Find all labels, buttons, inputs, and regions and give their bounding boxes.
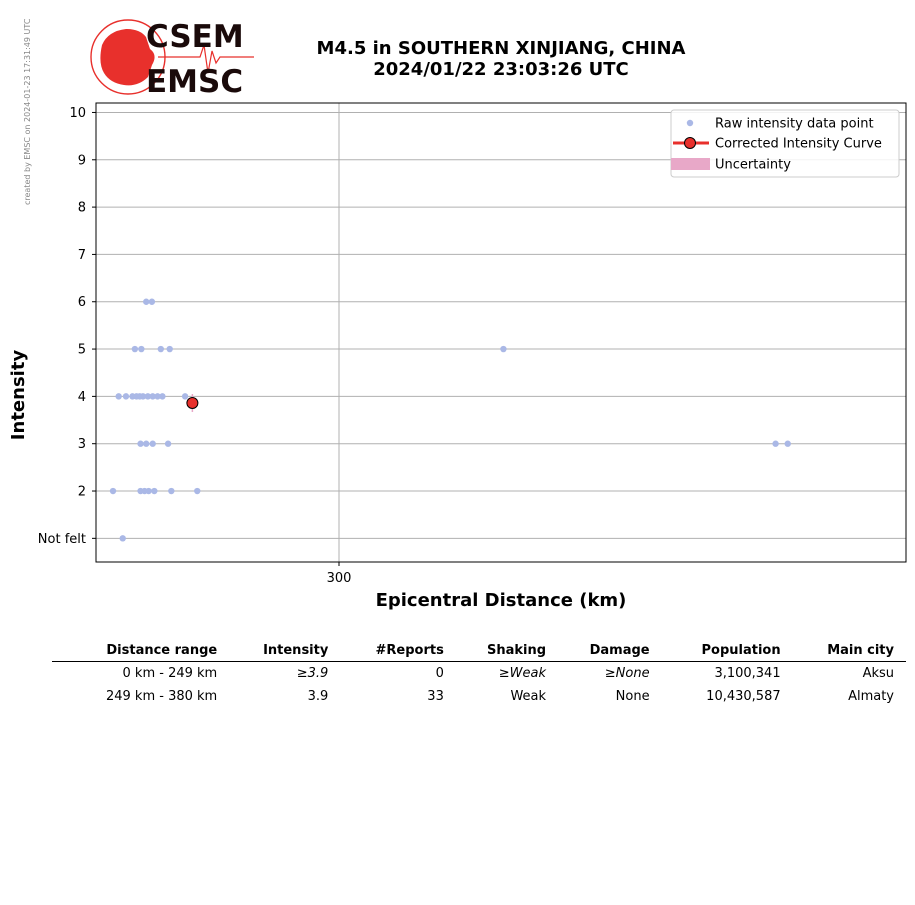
legend-box	[670, 109, 900, 178]
raw-data-point	[194, 487, 201, 495]
raw-data-point	[500, 345, 507, 353]
cell-distance-range: 0 km - 249 km	[122, 666, 218, 681]
raw-data-point	[145, 487, 152, 495]
corrected-intensity-point	[186, 397, 199, 410]
raw-data-point	[149, 393, 156, 400]
raw-data-point	[143, 440, 150, 447]
x-tick-label: 300	[327, 571, 352, 586]
raw-data-point	[109, 487, 117, 495]
chart-title: M4.5 in SOUTHERN XINJIANG, CHINA 2024/01…	[270, 38, 732, 80]
raw-data-point	[139, 393, 147, 400]
header-shaking: Shaking	[455, 640, 559, 662]
raw-data-point	[131, 345, 139, 353]
logo-text-bottom: EMSC	[146, 64, 243, 100]
raw-data-point	[143, 298, 150, 305]
table-row: 249 km - 380 km 3.9 33 Weak None 10,430,…	[52, 685, 906, 708]
y-tick-label: Not felt	[38, 532, 86, 547]
y-tick-label: 3	[78, 437, 86, 452]
raw-data-point	[149, 440, 156, 447]
y-tick-label: 2	[78, 485, 86, 500]
legend-raw-marker	[686, 119, 694, 127]
raw-data-point	[164, 440, 172, 447]
raw-data-point	[115, 393, 122, 400]
raw-data-point	[119, 535, 126, 542]
y-tick-label: 7	[78, 248, 86, 263]
cell-intensity: ≥3.9	[296, 666, 329, 681]
logo-text-top: CSEM	[146, 19, 244, 55]
y-tick-label: 4	[78, 390, 86, 405]
raw-data-point	[122, 393, 130, 400]
cell-population: 3,100,341	[714, 666, 781, 681]
cell-shaking: ≥Weak	[498, 666, 547, 681]
header-distance-range: Distance range	[52, 640, 230, 662]
x-axis-label: Epicentral Distance (km)	[375, 590, 627, 611]
cell-damage: None	[615, 689, 650, 704]
header-main-city: Main city	[792, 640, 906, 662]
raw-data-point	[772, 440, 779, 447]
table-header-row: Distance range Intensity #Reports Shakin…	[52, 640, 906, 662]
chart-title-line1: M4.5 in SOUTHERN XINJIANG, CHINA	[316, 38, 686, 59]
raw-data-point	[784, 440, 791, 447]
intensity-chart: Not felt 2 3 4 5 6 7 8 9 10 300 Raw intensity data …	[38, 102, 907, 586]
cell-distance-range: 249 km - 380 km	[105, 689, 218, 704]
header-damage: Damage	[558, 640, 662, 662]
legend-label: Uncertainty	[715, 158, 791, 173]
header-reports: #Reports	[340, 640, 456, 662]
summary-table: Distance range Intensity #Reports Shakin…	[52, 640, 906, 708]
cell-shaking: Weak	[510, 689, 547, 704]
y-tick-label: 5	[78, 343, 86, 358]
raw-data-point	[168, 487, 175, 495]
chart-title-line2: 2024/01/22 23:03:26 UTC	[373, 59, 629, 80]
table-row: 0 km - 249 km ≥3.9 0 ≥Weak ≥None 3,100,3…	[52, 662, 906, 686]
y-axis-label: Intensity	[8, 349, 29, 441]
raw-data-point	[154, 393, 161, 400]
europe-map-shape	[100, 29, 155, 86]
legend-label: Raw intensity data point	[715, 117, 874, 132]
raw-data-point	[157, 345, 164, 353]
raw-data-point	[159, 393, 166, 400]
cell-main-city: Aksu	[862, 666, 894, 681]
cell-reports: 33	[427, 689, 444, 704]
raw-data-point	[166, 345, 173, 353]
y-tick-label: 9	[78, 153, 86, 168]
raw-data-point	[181, 393, 189, 400]
raw-data-point	[137, 440, 144, 447]
emsc-logo: CSEM EMSC	[90, 19, 254, 100]
raw-data-point	[148, 298, 156, 305]
header-population: Population	[661, 640, 793, 662]
raw-data-point	[144, 393, 152, 400]
cell-reports: 0	[435, 666, 444, 681]
raw-data-point	[151, 487, 158, 495]
cell-population: 10,430,587	[706, 689, 781, 704]
raw-data-point	[138, 345, 145, 353]
seismogram-line	[158, 44, 254, 74]
cell-intensity: 3.9	[307, 689, 329, 704]
y-tick-label: 10	[69, 106, 86, 121]
legend-uncertainty-swatch	[671, 158, 710, 170]
y-tick-label: 8	[78, 201, 86, 216]
cell-damage: ≥None	[604, 666, 650, 681]
y-tick-label: 6	[78, 295, 86, 310]
header-intensity: Intensity	[229, 640, 341, 662]
plot-frame	[95, 102, 907, 563]
legend-label: Corrected Intensity Curve	[715, 137, 882, 152]
legend-curve-marker	[684, 137, 696, 149]
cell-main-city: Almaty	[848, 689, 894, 704]
